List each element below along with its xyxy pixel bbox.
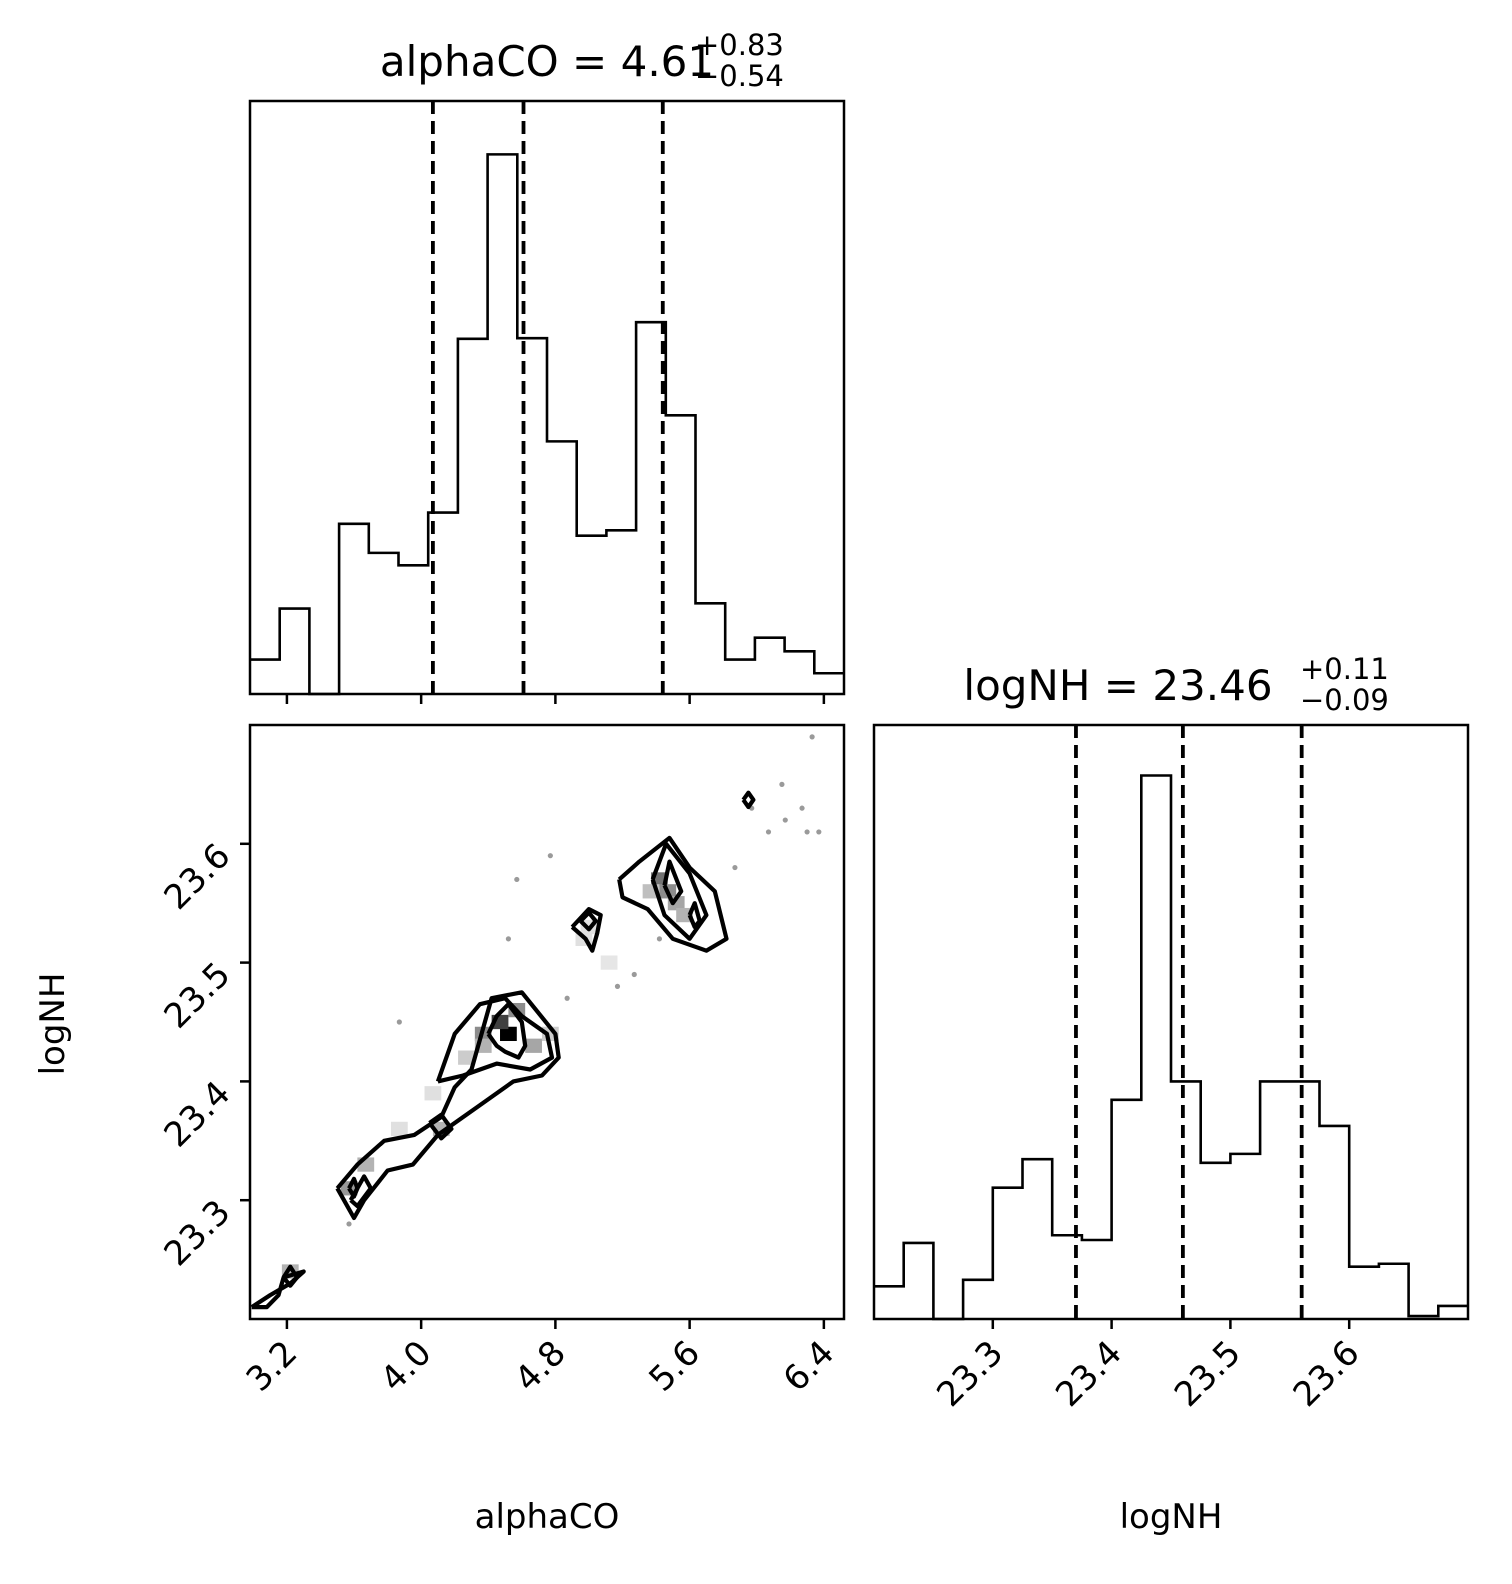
contour-10	[617, 835, 729, 953]
scatter-point-9	[547, 853, 553, 859]
contour-13	[687, 901, 702, 930]
density-cell-20	[390, 1121, 408, 1137]
contour-8	[570, 907, 603, 953]
scatter-point-4	[804, 829, 810, 835]
alphaCO-title-plus: +0.83	[695, 28, 784, 62]
joint-ytick-label-1: 23.4	[157, 1073, 239, 1155]
logNH-xtick-label-0: 23.3	[929, 1333, 1011, 1415]
density-cell-4	[525, 1038, 542, 1053]
joint-xticks: 3.2 4.0 4.8 5.6 6.4	[239, 1319, 842, 1400]
contour-14	[741, 790, 756, 810]
alphaCO-histogram-panel: alphaCO = 4.61 +0.83 −0.54	[248, 28, 846, 704]
alphaCO-title: alphaCO = 4.61	[380, 37, 714, 86]
alphaCO-histogram-frame	[248, 99, 846, 696]
scatter-point-15	[631, 971, 637, 978]
joint-xtick-label-1: 4.0	[373, 1333, 440, 1400]
contour-4	[347, 1176, 360, 1199]
density-cell-21	[424, 1086, 442, 1101]
joint-yticks: 23.3 23.4 23.5 23.6	[157, 836, 250, 1274]
contour-5	[427, 1112, 454, 1141]
joint-contours	[250, 790, 756, 1310]
density-cell-7	[458, 1050, 475, 1065]
contour-7	[486, 1002, 528, 1060]
density-cell-0	[500, 1026, 517, 1042]
scatter-point-3	[799, 805, 805, 811]
joint-ytick-label-3: 23.6	[157, 836, 239, 918]
scatter-point-17	[656, 936, 663, 942]
logNH-histogram-step	[874, 774, 1468, 1321]
scatter-point-7	[809, 734, 815, 740]
scatter-point-16	[564, 995, 570, 1001]
contour-2	[335, 990, 561, 1221]
contour-11	[650, 841, 709, 941]
joint-density-cells	[281, 872, 693, 1279]
scatter-point-1	[765, 829, 772, 835]
scatter-point-14	[614, 983, 621, 989]
alphaCO-histogram-bars	[250, 153, 844, 696]
scatter-point-10	[505, 936, 512, 942]
joint-xtick-label-0: 3.2	[239, 1333, 306, 1400]
scatter-point-6	[779, 781, 785, 788]
alphaCO-title-minus: −0.54	[695, 59, 784, 93]
logNH-histogram-frame	[872, 723, 1470, 1321]
logNH-xtick-label-2: 23.5	[1167, 1333, 1249, 1415]
joint-ytick-label-2: 23.5	[157, 955, 239, 1037]
scatter-point-8	[514, 876, 520, 883]
logNH-xtick-label-1: 23.4	[1048, 1333, 1130, 1415]
logNH-xtick-label-3: 23.6	[1286, 1333, 1368, 1415]
scatter-point-13	[732, 864, 738, 871]
logNH-xlabel: logNH	[1120, 1497, 1223, 1537]
contour-6	[435, 996, 555, 1084]
scatter-point-12	[346, 1221, 352, 1227]
joint-xtick-label-2: 4.8	[507, 1333, 574, 1400]
joint-scatter-points	[346, 734, 822, 1227]
contour-1	[281, 1264, 300, 1288]
logNH-title-value: 23.46	[1152, 661, 1272, 710]
logNH-histogram-panel: 23.3 23.4 23.5 23.6 logNH = 23.46 +0.11 −0.…	[872, 652, 1470, 1537]
alphaCO-title-value: 4.61	[621, 37, 715, 86]
logNH-histogram-xticks: 23.3 23.4 23.5 23.6	[929, 1319, 1368, 1415]
contour-3	[348, 1174, 373, 1209]
joint-xtick-label-3: 5.6	[641, 1333, 708, 1400]
contour-12	[662, 859, 684, 906]
logNH-title-plus: +0.11	[1300, 652, 1389, 686]
logNH-title-minus: −0.09	[1300, 683, 1389, 717]
joint-xtick-label-4: 6.4	[776, 1333, 843, 1400]
scatter-point-2	[782, 817, 788, 823]
joint-xlabel: alphaCO	[475, 1497, 620, 1537]
scatter-point-5	[816, 829, 822, 835]
contour-9	[579, 910, 598, 932]
alphaCO-title-prefix: alphaCO =	[380, 37, 621, 86]
joint-ylabel: logNH	[33, 973, 73, 1076]
alphaCO-histogram-xticks	[285, 694, 826, 704]
density-cell-11	[676, 907, 693, 923]
joint-panel: 3.2 4.0 4.8 5.6 6.4 23.3 23.4 23.5 23.6 alphaCO…	[33, 723, 846, 1537]
logNH-quantile-lines	[1074, 725, 1304, 1319]
joint-ytick-label-0: 23.3	[157, 1192, 239, 1274]
logNH-title: logNH = 23.46	[963, 661, 1272, 710]
logNH-title-prefix: logNH =	[963, 661, 1152, 710]
alphaCO-histogram-step	[250, 153, 844, 696]
density-cell-19	[600, 955, 618, 970]
logNH-histogram-bars	[874, 774, 1468, 1321]
joint-frame	[248, 723, 846, 1321]
scatter-point-11	[396, 1019, 402, 1025]
